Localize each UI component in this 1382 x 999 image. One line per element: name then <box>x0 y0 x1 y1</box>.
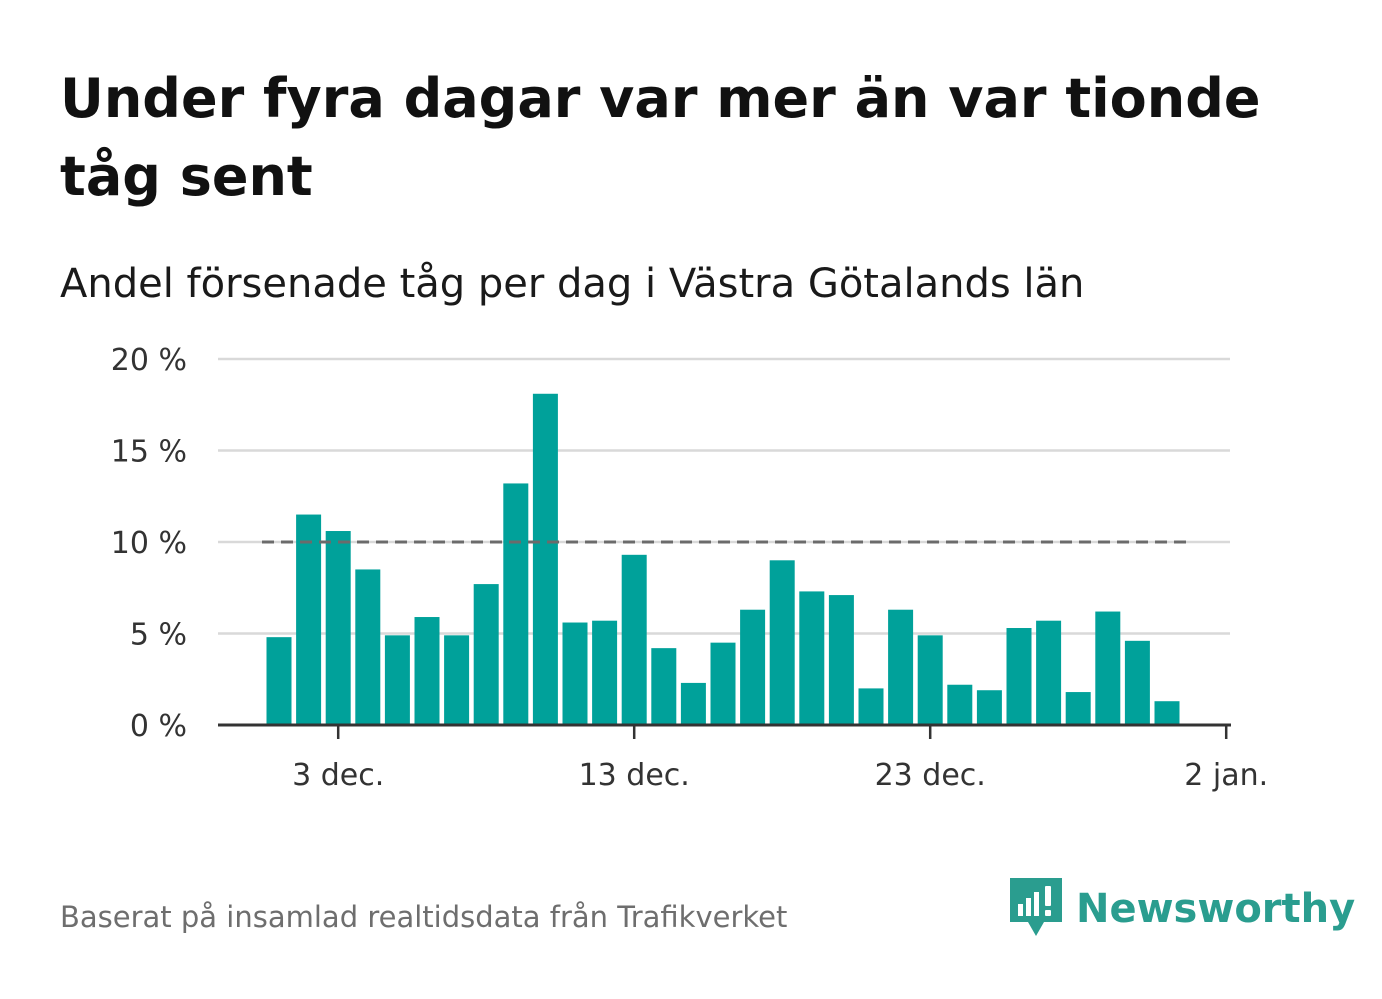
chart-subtitle: Andel försenade tåg per dag i Västra Göt… <box>60 261 1085 307</box>
y-tick-label: 10 % <box>111 526 187 561</box>
bar <box>1095 611 1121 725</box>
bar <box>1124 640 1150 725</box>
bar <box>325 531 351 725</box>
y-tick-label: 20 % <box>111 343 187 378</box>
bar <box>947 684 973 725</box>
newsworthy-logo-icon <box>1010 878 1062 936</box>
chart-title: Under fyra dagar var mer än var tionde t… <box>60 67 1261 208</box>
bar <box>858 688 884 725</box>
brand-name: Newsworthy <box>1076 886 1356 932</box>
x-axis-labels: 3 dec. 13 dec. 23 dec. 2 jan. <box>292 758 1268 793</box>
bar <box>1154 701 1180 725</box>
bar <box>680 682 706 725</box>
bar <box>444 635 470 725</box>
bar <box>562 622 588 725</box>
x-axis <box>218 723 1231 739</box>
x-tick-label: 2 jan. <box>1184 758 1268 793</box>
bar <box>473 584 499 725</box>
x-tick-label: 13 dec. <box>579 758 690 793</box>
bar <box>769 560 795 725</box>
bar <box>355 569 381 725</box>
y-tick-label: 15 % <box>111 435 187 470</box>
bar <box>976 690 1002 725</box>
bar <box>384 635 410 725</box>
bar <box>740 609 766 725</box>
bar <box>1036 620 1062 725</box>
bar <box>710 642 736 725</box>
bar <box>1006 628 1032 725</box>
bar <box>799 591 825 725</box>
bars <box>266 393 1180 725</box>
x-tick-label: 3 dec. <box>292 758 384 793</box>
brand-logo: Newsworthy <box>1010 878 1355 940</box>
y-tick-label: 0 % <box>130 709 187 744</box>
bar <box>266 637 292 725</box>
bar <box>296 514 322 725</box>
bar <box>828 595 854 725</box>
bar <box>651 648 677 725</box>
bar <box>917 635 943 725</box>
bar <box>592 620 618 725</box>
bar <box>532 393 558 725</box>
y-axis-labels: 0 % 5 % 10 % 15 % 20 % <box>111 343 187 744</box>
y-tick-label: 5 % <box>130 618 187 653</box>
x-tick-label: 23 dec. <box>875 758 986 793</box>
bar <box>503 483 529 725</box>
bar <box>621 554 647 725</box>
bar <box>1065 692 1091 725</box>
bar <box>414 617 440 725</box>
bar <box>888 609 914 725</box>
source-note: Baserat på insamlad realtidsdata från Tr… <box>60 900 788 934</box>
